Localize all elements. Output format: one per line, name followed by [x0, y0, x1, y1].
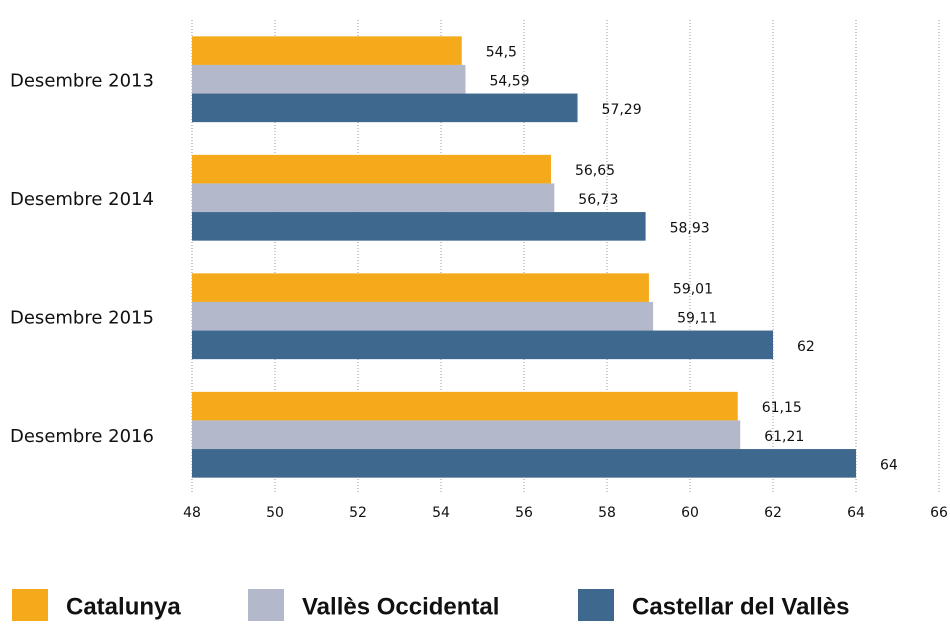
bar: [192, 420, 741, 450]
value-label: 54,5: [486, 45, 517, 61]
x-tick-label: 58: [598, 505, 616, 521]
bar: [192, 391, 738, 421]
value-label: 54,59: [489, 73, 529, 89]
value-label: 57,29: [602, 102, 642, 118]
x-tick-label: 62: [764, 505, 782, 521]
legend-label: Catalunya: [66, 593, 181, 620]
value-label: 59,11: [677, 310, 717, 326]
y-tick-label: Desembre 2015: [10, 307, 154, 328]
x-tick-label: 56: [515, 505, 533, 521]
x-tick-label: 52: [349, 505, 367, 521]
legend-label: Vallès Occidental: [302, 593, 499, 620]
value-label: 56,73: [578, 192, 618, 208]
bar: [192, 64, 466, 94]
bar: [192, 330, 773, 360]
value-label: 62: [797, 339, 815, 355]
value-label: 61,15: [762, 400, 802, 416]
y-tick-label: Desembre 2014: [10, 189, 154, 210]
bar: [192, 301, 654, 331]
x-tick-label: 64: [847, 505, 865, 521]
x-tick-label: 66: [930, 505, 948, 521]
x-tick-label: 48: [183, 505, 201, 521]
x-tick-label: 54: [432, 505, 450, 521]
x-tick-label: 50: [266, 505, 284, 521]
value-label: 59,01: [673, 282, 713, 298]
y-tick-label: Desembre 2013: [10, 70, 154, 91]
legend-label: Castellar del Vallès: [632, 593, 849, 620]
bar: [192, 183, 555, 213]
value-label: 56,65: [575, 163, 615, 179]
bar: [192, 154, 551, 184]
bar: [192, 273, 649, 302]
bar: [192, 36, 462, 65]
x-tick-label: 60: [681, 505, 699, 521]
y-tick-label: Desembre 2016: [10, 426, 154, 447]
value-label: 61,21: [764, 429, 804, 445]
legend-swatch: [578, 589, 614, 622]
legend-swatch: [12, 589, 48, 622]
bar: [192, 93, 578, 123]
value-label: 64: [880, 457, 898, 473]
bar: [192, 449, 856, 478]
bar: [192, 212, 646, 241]
value-label: 58,93: [670, 220, 710, 236]
legend-swatch: [248, 589, 284, 622]
